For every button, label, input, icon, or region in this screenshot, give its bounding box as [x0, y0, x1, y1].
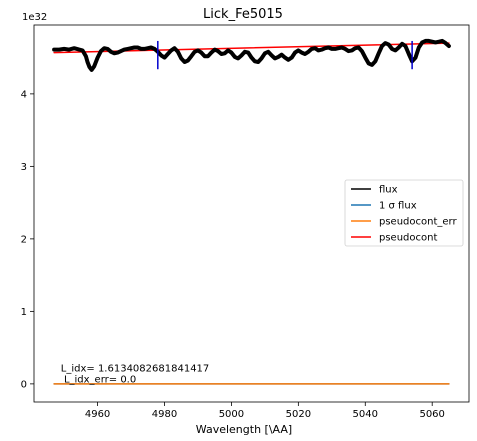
x-tick-label: 5040 [353, 409, 378, 420]
y-tick-label: 4 [21, 89, 27, 100]
x-tick-label: 5060 [419, 409, 444, 420]
y-tick-label: 2 [21, 234, 27, 245]
legend-label: flux [379, 185, 398, 196]
y-axis-ticks: 0 1 2 3 4 [21, 89, 34, 390]
x-tick-label: 4960 [85, 409, 110, 420]
legend-box [344, 179, 464, 247]
y-offset-label: 1e32 [22, 12, 47, 23]
x-tick-label: 5000 [219, 409, 244, 420]
x-tick-label: 5020 [286, 409, 311, 420]
legend: flux 1 σ flux pseudocont_err pseudocont [344, 179, 464, 247]
chart-title: Lick_Fe5015 [203, 7, 283, 22]
legend-label: pseudocont_err [379, 217, 457, 228]
x-axis-label: Wavelength [\AA] [196, 423, 292, 436]
annotations: L_idx= 1.6134082681841417 L_idx_err= 0.0 [61, 364, 210, 386]
x-tick-label: 4980 [152, 409, 177, 420]
y-tick-label: 1 [21, 307, 27, 318]
legend-label: pseudocont [379, 233, 437, 244]
x-axis-ticks: 4960 4980 5000 5020 5040 5060 [85, 402, 445, 420]
axes-frame [33, 24, 470, 403]
y-tick-label: 0 [21, 379, 27, 390]
annotation-text-2: L_idx_err= 0.0 [61, 374, 136, 385]
annotation-text-1: L_idx= 1.6134082681841417 [61, 364, 210, 375]
plot-area [33, 24, 470, 403]
legend-label: 1 σ flux [379, 201, 417, 212]
series-flux-line [52, 38, 451, 72]
y-tick-label: 3 [21, 162, 27, 173]
